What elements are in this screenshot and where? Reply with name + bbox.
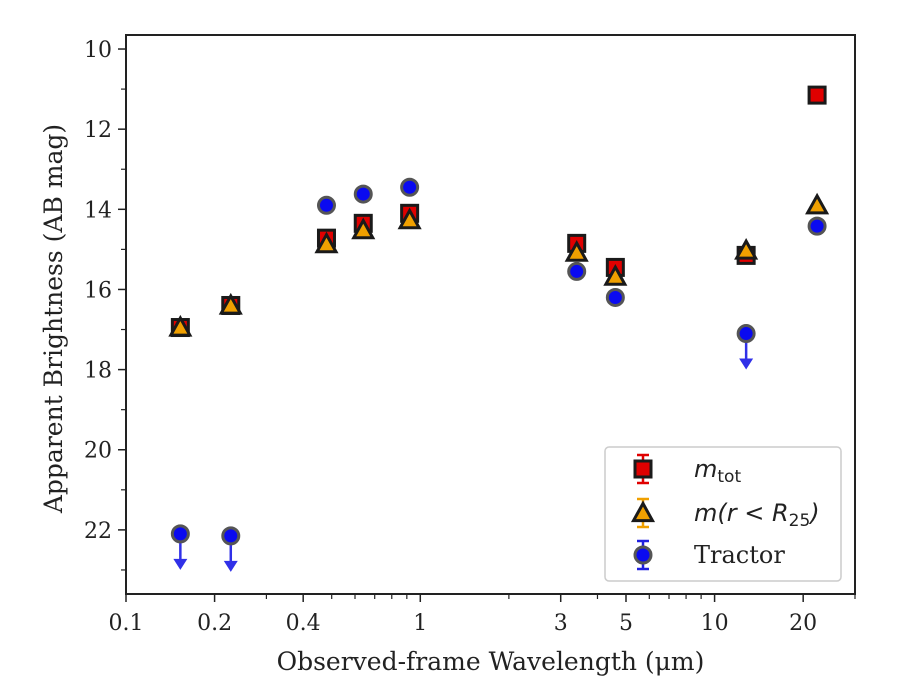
x-tick-label: 0.4	[286, 611, 321, 636]
series-square	[170, 85, 827, 338]
legend: mtot m(r < R25) Tractor	[604, 446, 842, 582]
data-point-triangle	[603, 264, 628, 286]
legend-entry: mtot	[633, 453, 741, 487]
y-tick-label: 14	[84, 198, 112, 223]
upper-limit-arrowhead	[223, 560, 238, 572]
legend-entry: Tractor	[633, 539, 785, 571]
data-point-circle	[353, 184, 373, 204]
series-circle	[170, 177, 827, 572]
data-point-triangle	[734, 237, 759, 260]
legend-marker-square	[633, 459, 653, 479]
data-point-circle	[316, 195, 336, 215]
x-tick-label: 10	[701, 611, 729, 636]
data-point-circle	[807, 216, 827, 236]
data-point-triangle	[314, 231, 339, 254]
x-tick-label: 5	[619, 611, 633, 636]
data-point-circle	[567, 261, 587, 281]
data-point-triangle	[351, 217, 376, 240]
legend-label: mtot	[694, 455, 741, 487]
y-tick-label: 12	[84, 118, 112, 143]
x-axis-label: Observed-frame Wavelength (μm)	[277, 647, 705, 676]
y-tick-label: 18	[84, 359, 112, 384]
data-marks	[168, 85, 830, 572]
x-tick-label: 0.1	[109, 611, 144, 636]
y-axis-label: Apparent Brightness (AB mag)	[39, 124, 68, 514]
legend-box	[604, 446, 842, 582]
x-tick-label: 1	[413, 611, 427, 636]
data-point-circle	[736, 324, 756, 344]
series-triangle	[168, 192, 830, 337]
upper-limit-arrowhead	[173, 558, 188, 570]
y-tick-label: 20	[84, 439, 112, 464]
data-point-triangle	[564, 240, 589, 262]
legend-marker-circle	[633, 545, 653, 565]
x-tick-label: 0.2	[197, 611, 232, 636]
data-point-triangle	[218, 292, 243, 315]
x-tick-label: 3	[554, 611, 568, 636]
y-tick-label: 16	[84, 278, 112, 303]
y-tick-label: 10	[84, 38, 112, 63]
data-point-triangle	[805, 192, 830, 215]
data-point-triangle	[397, 207, 422, 230]
data-point-circle	[170, 524, 190, 544]
data-point-triangle	[168, 314, 193, 337]
legend-entry: m(r < R25)	[630, 497, 820, 531]
x-tick-label: 20	[789, 611, 817, 636]
legend-label: Tractor	[694, 541, 785, 569]
data-point-circle	[400, 177, 420, 197]
y-tick-label: 22	[84, 519, 112, 544]
upper-limit-arrowhead	[739, 358, 754, 370]
plot-frame	[125, 34, 856, 595]
data-point-square	[807, 85, 827, 105]
legend-label: m(r < R25)	[694, 499, 820, 531]
legend-marker-triangle	[630, 500, 656, 523]
data-point-circle	[221, 526, 241, 546]
data-point-circle	[605, 287, 625, 307]
axis-ticks: 0.1 0.2 0.4 1 3 5 10 20 10 12 14 16 18 20 22	[84, 38, 856, 636]
